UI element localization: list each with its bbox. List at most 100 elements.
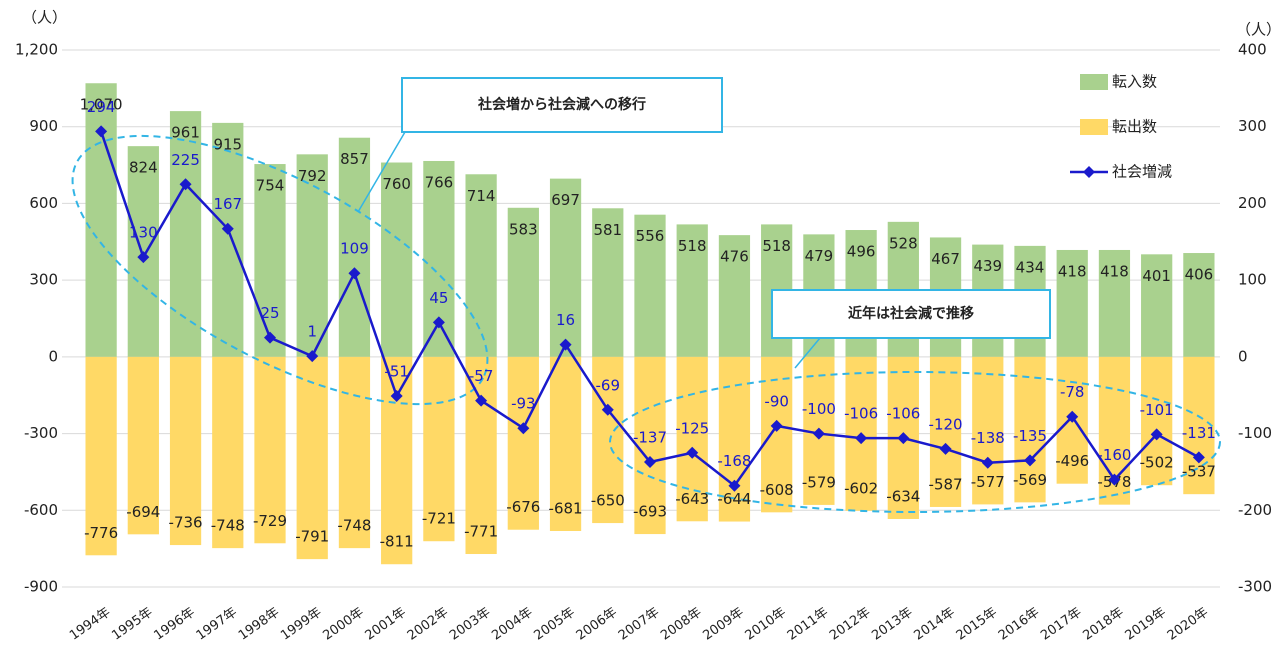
bar	[212, 122, 244, 357]
data-label: -587	[929, 475, 963, 493]
y-tick-label: 0	[48, 347, 58, 365]
x-tick-label: 2000年	[320, 605, 366, 644]
x-tick-label: 2005年	[531, 605, 577, 644]
line-marker	[390, 389, 403, 402]
line-label: -138	[971, 429, 1005, 447]
data-label: -537	[1182, 463, 1216, 481]
line-marker	[686, 446, 699, 459]
data-label: 961	[171, 124, 200, 142]
x-tick-label: 1995年	[109, 605, 155, 644]
bar	[85, 356, 117, 556]
y2-tick-label: -200	[1238, 501, 1272, 519]
data-label: -569	[1013, 471, 1047, 489]
bar	[338, 356, 371, 549]
x-tick-label: 2015年	[954, 605, 1000, 644]
bar	[761, 356, 793, 513]
data-label: 857	[340, 150, 369, 168]
x-tick-label: 1998年	[236, 605, 282, 644]
bar	[592, 208, 624, 357]
data-label: -736	[169, 514, 203, 532]
data-label: 760	[382, 175, 411, 193]
data-label: -602	[844, 479, 878, 497]
bar	[212, 356, 244, 549]
line-marker	[728, 479, 741, 492]
x-tick-label: 2011年	[785, 605, 831, 644]
bar	[254, 164, 286, 357]
y2-tick-label: 0	[1238, 347, 1248, 365]
data-label: 754	[256, 177, 285, 195]
x-tick-label: 1997年	[194, 605, 240, 644]
line-marker	[306, 350, 319, 363]
x-tick-label: 2001年	[363, 605, 409, 644]
bar	[718, 356, 751, 522]
legend-label: 社会増減	[1112, 163, 1172, 181]
data-label: 476	[720, 248, 749, 266]
x-tick-label: 2008年	[658, 605, 704, 644]
data-label: -729	[253, 512, 287, 530]
data-label: 697	[551, 191, 580, 209]
data-label: 434	[1016, 258, 1045, 276]
bar	[549, 178, 582, 357]
line-label: -51	[384, 362, 409, 380]
bar	[254, 356, 286, 544]
data-label: 406	[1185, 266, 1214, 284]
data-label: -608	[760, 481, 794, 499]
line-label: 1	[307, 323, 317, 341]
x-tick-label: 2016年	[996, 605, 1042, 644]
line-marker	[348, 267, 361, 280]
bar	[381, 162, 413, 357]
x-tick-label: 2003年	[447, 605, 493, 644]
line-label: -57	[469, 367, 494, 385]
x-tick-label: 2009年	[700, 605, 746, 644]
data-label: -577	[971, 473, 1005, 491]
data-label: -748	[211, 517, 245, 535]
annotation-box	[771, 289, 1051, 339]
bar	[1014, 356, 1046, 503]
bar	[972, 356, 1004, 505]
data-label: 496	[847, 243, 876, 261]
line-label: -69	[596, 376, 621, 394]
bar	[465, 356, 497, 555]
line-marker	[897, 432, 910, 445]
legend-swatch	[1080, 119, 1108, 135]
legend-label: 転入数	[1112, 73, 1157, 91]
x-tick-label: 1996年	[151, 605, 197, 644]
line-label: -135	[1013, 427, 1047, 445]
line-marker	[179, 178, 192, 191]
bar	[634, 214, 666, 357]
annotation-ellipse	[71, 134, 489, 406]
line-marker	[221, 222, 234, 235]
line-label: 16	[556, 311, 575, 329]
line-marker	[432, 316, 445, 329]
line-marker	[981, 456, 994, 469]
line-label: -78	[1060, 383, 1085, 401]
line-label: 294	[87, 98, 116, 116]
y2-axis-label: （人）	[1236, 21, 1280, 39]
y-tick-label: 1,200	[15, 41, 58, 59]
data-label: 556	[636, 227, 665, 245]
bar	[1056, 249, 1088, 357]
line-label: -160	[1097, 446, 1131, 464]
data-label: -776	[84, 524, 118, 542]
legend-label: 転出数	[1112, 118, 1157, 136]
line-label: -131	[1182, 424, 1216, 442]
data-label: 467	[931, 250, 960, 268]
y2-tick-label: 200	[1238, 194, 1267, 212]
line-label: 25	[260, 304, 279, 322]
line-marker	[939, 442, 952, 455]
data-label: 518	[762, 237, 791, 255]
line-label: -120	[929, 415, 963, 433]
annotation-box	[401, 77, 723, 133]
bar	[507, 356, 539, 530]
line-marker	[812, 427, 825, 440]
x-tick-label: 2017年	[1038, 605, 1084, 644]
line-marker	[1192, 451, 1205, 464]
data-label: 518	[678, 237, 707, 255]
x-tick-label: 1994年	[67, 605, 113, 644]
data-label: 528	[889, 234, 918, 252]
line-marker	[1066, 410, 1079, 423]
x-tick-label: 2019年	[1123, 605, 1169, 644]
line-label: -100	[802, 400, 836, 418]
data-label: -579	[802, 473, 836, 491]
